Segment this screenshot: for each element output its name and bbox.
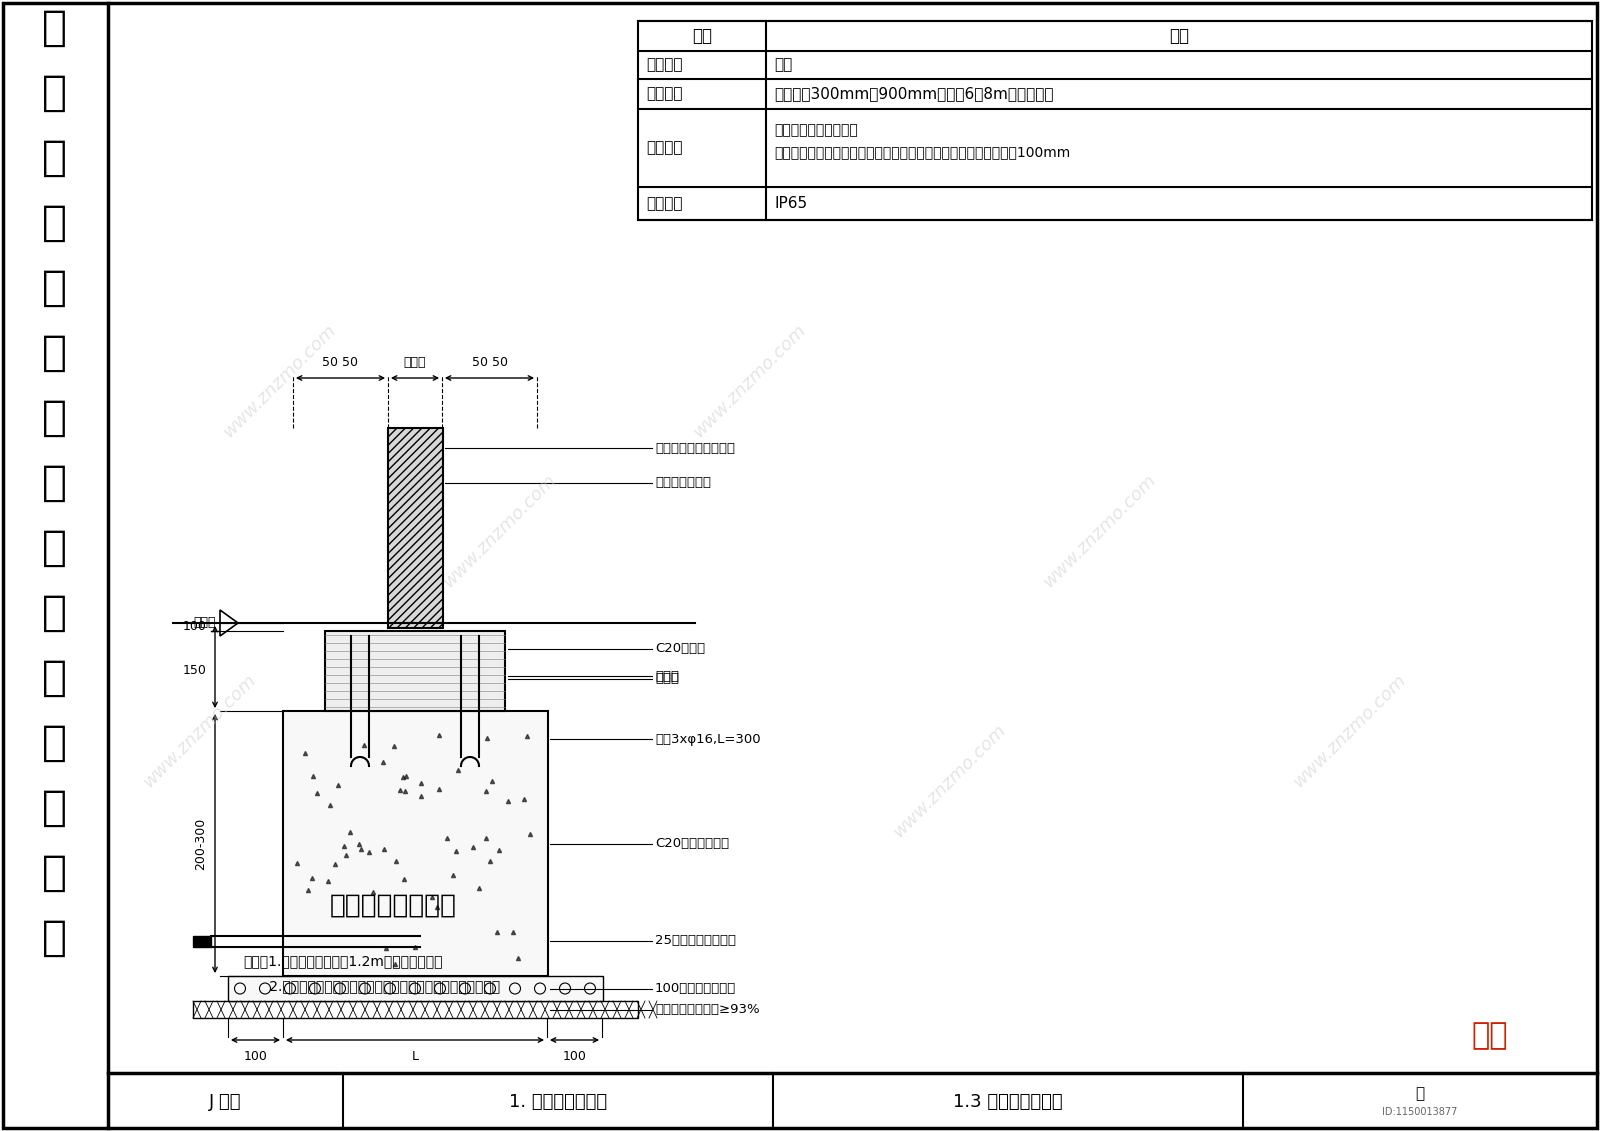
Text: 螺径3xφ16,L=300: 螺径3xφ16,L=300 xyxy=(654,733,760,745)
Text: J 电气: J 电气 xyxy=(210,1093,242,1111)
Text: 单侧布灯、双侧布灯。: 单侧布灯、双侧布灯。 xyxy=(774,123,858,137)
Text: 园路: 园路 xyxy=(774,58,792,72)
Text: 准: 准 xyxy=(42,527,67,569)
Text: 础: 础 xyxy=(42,787,67,829)
Text: 草坪灯高300mm－900mm，间距6－8m（参考）。: 草坪灯高300mm－900mm，间距6－8m（参考）。 xyxy=(774,86,1053,102)
Text: 项目: 项目 xyxy=(691,27,712,45)
Text: 气: 气 xyxy=(42,397,67,439)
Text: 素土压实，密实度≥93%: 素土压实，密实度≥93% xyxy=(654,1003,760,1016)
Text: 种植土: 种植土 xyxy=(654,673,678,685)
Text: www.znzmo.com: www.znzmo.com xyxy=(139,671,261,791)
Text: 观: 观 xyxy=(42,72,67,114)
Text: www.znzmo.com: www.znzmo.com xyxy=(440,470,560,592)
Text: 使用区域: 使用区域 xyxy=(646,58,683,72)
Text: 柱: 柱 xyxy=(42,657,67,699)
Text: 100厚级配碎石垫层: 100厚级配碎石垫层 xyxy=(654,982,736,995)
Bar xyxy=(194,1001,638,1018)
Text: 布置方式: 布置方式 xyxy=(646,140,683,155)
Text: 50 50: 50 50 xyxy=(323,356,358,369)
Text: 灯: 灯 xyxy=(42,592,67,634)
Text: L: L xyxy=(411,1050,419,1063)
Text: 基: 基 xyxy=(42,722,67,765)
Text: 电: 电 xyxy=(42,333,67,374)
Text: www.znzmo.com: www.znzmo.com xyxy=(1290,671,1410,791)
Text: 规格尺寸: 规格尺寸 xyxy=(646,86,683,102)
Text: 完成面: 完成面 xyxy=(194,616,216,630)
Text: ID:1150013877: ID:1150013877 xyxy=(1382,1107,1458,1117)
Text: 50 50: 50 50 xyxy=(472,356,507,369)
Text: www.znzmo.com: www.znzmo.com xyxy=(890,720,1010,841)
Text: 100: 100 xyxy=(563,1050,587,1063)
Text: 150: 150 xyxy=(182,665,206,677)
Text: 100: 100 xyxy=(182,621,206,633)
Text: www.znzmo.com: www.znzmo.com xyxy=(219,321,341,441)
Bar xyxy=(638,21,1592,221)
Text: 保护匣: 保护匣 xyxy=(654,670,678,682)
Text: 1. 标准灯基础做法: 1. 标准灯基础做法 xyxy=(509,1093,606,1111)
Bar xyxy=(194,935,211,947)
Bar xyxy=(229,976,603,1001)
Text: 标: 标 xyxy=(42,137,67,179)
Text: 1.3 草坪灯基础做法: 1.3 草坪灯基础做法 xyxy=(954,1093,1062,1111)
Text: 防护等级: 防护等级 xyxy=(646,196,683,211)
Text: 标: 标 xyxy=(42,461,67,504)
Text: 按设计: 按设计 xyxy=(403,356,426,369)
Text: C20细石砼: C20细石砼 xyxy=(654,642,706,656)
Text: 景: 景 xyxy=(42,7,67,49)
Bar xyxy=(325,631,506,711)
Text: 法: 法 xyxy=(42,917,67,959)
Text: 25直径，防水机电管: 25直径，防水机电管 xyxy=(654,934,736,948)
Text: 页: 页 xyxy=(1416,1087,1424,1102)
Text: 做: 做 xyxy=(42,852,67,893)
Text: 型材铝焊接法兰: 型材铝焊接法兰 xyxy=(654,476,710,490)
Text: www.znzmo.com: www.znzmo.com xyxy=(690,321,810,441)
Text: 灯具和路网轮廓的距离要保持一致，基础顶到完成面的间距统一为100mm: 灯具和路网轮廓的距离要保持一致，基础顶到完成面的间距统一为100mm xyxy=(774,145,1070,159)
Text: 草坪灯具基础做法: 草坪灯具基础做法 xyxy=(330,893,456,920)
Text: 200-300: 200-300 xyxy=(194,818,206,870)
Bar xyxy=(283,711,547,976)
Text: 知末: 知末 xyxy=(1472,1021,1509,1051)
Text: 2.灯具紧固螺丝需用水泥封闭或用不锈钢螺杆防止螺丝生锈。: 2.灯具紧固螺丝需用水泥封闭或用不锈钢螺杆防止螺丝生锈。 xyxy=(243,979,501,993)
Text: 100: 100 xyxy=(243,1050,267,1063)
Text: IP65: IP65 xyxy=(774,196,806,211)
Text: www.znzmo.com: www.znzmo.com xyxy=(1040,470,1160,592)
Text: 要求: 要求 xyxy=(1170,27,1189,45)
Text: 准: 准 xyxy=(42,202,67,244)
Text: 化: 化 xyxy=(42,267,67,309)
Text: 说明：1.此基础做法适用于1.2m以下的草坪灯。: 说明：1.此基础做法适用于1.2m以下的草坪灯。 xyxy=(243,955,443,968)
Text: C20素砼预制基础: C20素砼预制基础 xyxy=(654,837,730,851)
Text: 草坪灯（铝基材灯体）: 草坪灯（铝基材灯体） xyxy=(654,441,734,455)
Bar xyxy=(387,428,443,628)
